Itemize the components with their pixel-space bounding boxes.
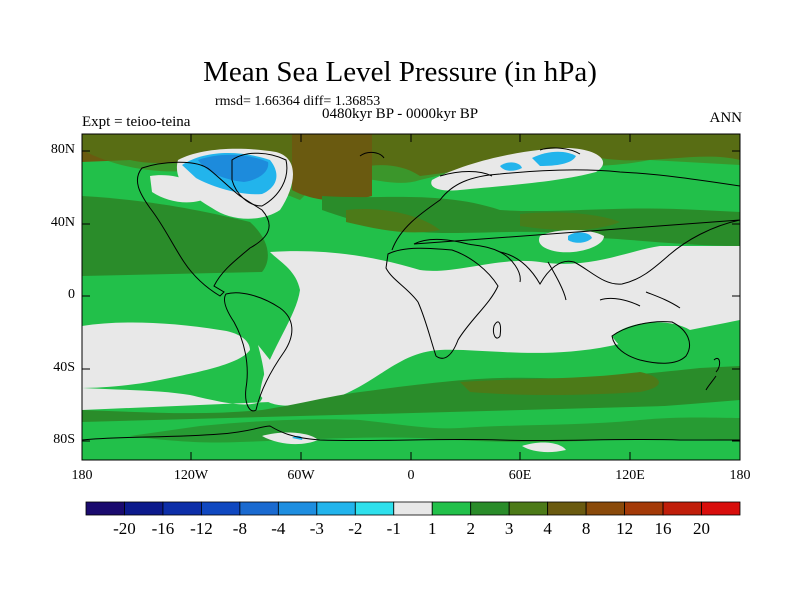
colorbar-tick-label: -4 (271, 519, 286, 538)
y-tick-label: 40N (50, 215, 75, 230)
colorbar-tick-label: -8 (232, 519, 247, 538)
colorbar-tick-label: 8 (581, 519, 591, 538)
colorbar-swatch (585, 501, 625, 516)
x-tick-label: 180 (729, 468, 751, 483)
colorbar-tick-label: 1 (427, 519, 437, 538)
colorbar-swatch (547, 501, 587, 516)
colorbar-tick-label: 2 (466, 519, 475, 538)
x-tick-marks (190, 134, 631, 460)
y-tick-marks (82, 150, 740, 442)
colorbar-tick-label: 4 (543, 519, 552, 538)
colorbar-swatch (162, 501, 202, 516)
rmsd-diff-stats: rmsd= 1.66364 diff= 1.36853 (215, 94, 381, 109)
coastlines (82, 147, 740, 442)
colorbar-swatch (239, 501, 279, 516)
colorbar-swatch (508, 501, 549, 516)
colorbar-tick-label: -2 (348, 519, 363, 538)
y-tick-label: 0 (68, 287, 75, 302)
colorbar-tick-label: -3 (309, 519, 324, 538)
season-label: ANN (709, 110, 743, 126)
y-tick-label: 80S (53, 432, 75, 447)
colorbar-swatch (393, 501, 433, 516)
colorbar-swatch (124, 501, 164, 516)
x-tick-label: 60E (508, 468, 532, 483)
x-tick-label: 60W (287, 468, 315, 483)
x-tick-label: 120E (615, 468, 645, 483)
pressure-field (82, 134, 740, 460)
colorbar-tick-label: 12 (616, 519, 634, 538)
colorbar-swatch (277, 501, 318, 516)
colorbar-swatch (624, 501, 664, 516)
colorbar-tick-label: -1 (386, 519, 401, 538)
colorbar-tick-label: -12 (190, 519, 213, 538)
colorbar-tick-label: -20 (113, 519, 136, 538)
colorbar-swatch (354, 501, 395, 516)
x-tick-label: 120W (173, 468, 209, 483)
colorbar-swatch (201, 501, 241, 516)
colorbar-swatch (85, 501, 125, 516)
y-tick-label: 40S (53, 360, 75, 375)
y-tick-label: 80N (50, 142, 75, 157)
colorbar-tick-label: 3 (504, 519, 514, 538)
colorbar-swatch (470, 501, 510, 516)
x-tick-label: 180 (71, 468, 93, 483)
colorbar (85, 501, 741, 516)
plot-subtitle: 0480kyr BP - 0000kyr BP (321, 106, 479, 122)
colorbar-swatch (431, 501, 472, 516)
colorbar-tick-label: 20 (693, 519, 711, 538)
plot-title: Mean Sea Level Pressure (in hPa) (203, 56, 597, 88)
experiment-label: Expt = teioo-teina (82, 114, 191, 130)
colorbar-swatch (316, 501, 356, 516)
colorbar-tick-label: 16 (654, 519, 672, 538)
colorbar-swatch (662, 501, 702, 516)
x-tick-label: 0 (407, 468, 415, 483)
colorbar-swatch (701, 501, 741, 516)
colorbar-tick-label: -16 (151, 519, 175, 538)
